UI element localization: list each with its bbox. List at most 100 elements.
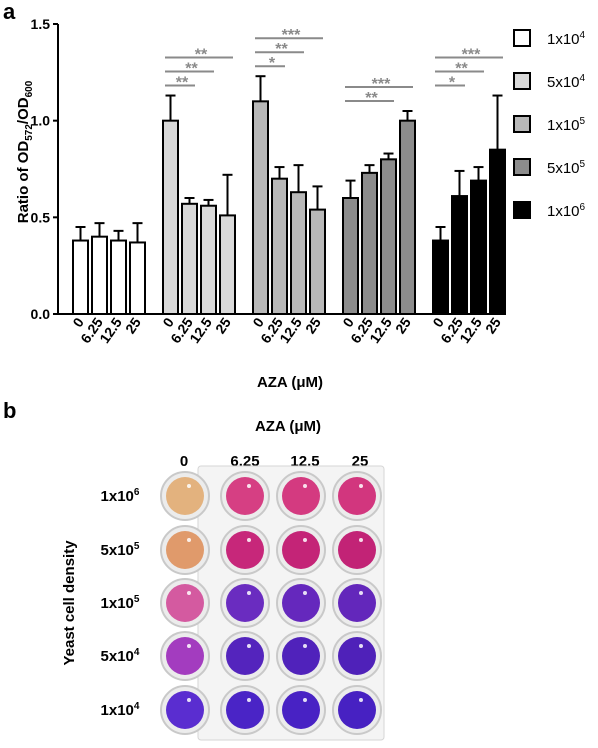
bar — [380, 158, 397, 315]
legend-swatch — [513, 29, 531, 47]
panel-a-label: a — [3, 0, 16, 24]
well-highlight — [359, 644, 363, 648]
legend-swatch — [513, 158, 531, 176]
bar-chart: ***************** ****** 0.00.51.01.5 06.… — [31, 16, 506, 346]
well-liquid — [338, 637, 376, 675]
x-tick-label: 12.5 — [96, 314, 125, 346]
significance-brackets: ***************** ****** — [165, 27, 503, 107]
well-liquid — [226, 637, 264, 675]
plate-row-labels: 1x106 5x105 1x105 5x104 1x104 — [101, 487, 140, 719]
plate-row-axis-title: Yeast cell density — [61, 540, 78, 666]
well-highlight — [247, 698, 251, 702]
plate-row-label: 1x105 — [101, 594, 140, 612]
well-highlight — [187, 484, 191, 488]
well-highlight — [303, 698, 307, 702]
y-tick-label: 0.0 — [31, 306, 51, 322]
well-liquid — [282, 531, 320, 569]
y-axis-title-sub1: 572 — [24, 124, 35, 141]
significance-label: ** — [275, 41, 288, 58]
bar — [290, 191, 307, 315]
legend-swatch — [513, 72, 531, 90]
well-liquid — [282, 637, 320, 675]
y-tick-labels: 0.0 0.5 1.0 1.5 — [31, 16, 51, 322]
well-highlight — [187, 538, 191, 542]
x-tick-label: 25 — [482, 314, 504, 336]
plate-row-label: 1x104 — [101, 701, 140, 719]
well-liquid — [338, 477, 376, 515]
well-highlight — [359, 591, 363, 595]
significance-label: ** — [185, 61, 198, 78]
x-tick-label: 25 — [392, 314, 414, 336]
bar — [361, 171, 378, 315]
x-tick-label: 12.5 — [366, 314, 395, 346]
well-highlight — [247, 538, 251, 542]
significance-label: *** — [282, 27, 301, 44]
well-liquid — [338, 584, 376, 622]
legend-label: 5x105 — [547, 159, 586, 177]
x-axis-title: AZA (μM) — [257, 374, 323, 391]
well-liquid — [166, 691, 204, 729]
bar-series-group — [72, 100, 506, 316]
well-liquid — [226, 691, 264, 729]
legend-swatch — [513, 115, 531, 133]
well-liquid — [226, 531, 264, 569]
bar — [489, 148, 506, 315]
y-tick-label: 1.5 — [31, 16, 51, 32]
legend: 1x104 5x104 1x105 5x105 1x106 — [513, 29, 586, 220]
bar — [181, 202, 198, 315]
well-liquid — [166, 637, 204, 675]
well-liquid — [282, 691, 320, 729]
significance-label: ** — [176, 75, 189, 92]
bar — [451, 195, 468, 315]
well-liquid — [338, 531, 376, 569]
bar — [342, 197, 359, 315]
x-tick-label: 12.5 — [456, 314, 485, 346]
bar — [162, 119, 179, 315]
well-liquid — [282, 584, 320, 622]
significance-label: ** — [365, 90, 378, 107]
panel-b-label: b — [3, 398, 16, 423]
bar — [432, 239, 449, 316]
legend-label: 5x104 — [547, 73, 586, 91]
well-highlight — [303, 484, 307, 488]
chart-axes — [53, 23, 498, 315]
well-liquid — [166, 477, 204, 515]
bar — [271, 177, 288, 315]
bar — [219, 214, 236, 315]
plate-wells — [160, 471, 382, 735]
x-tick-label: 25 — [212, 314, 234, 336]
well-liquid — [226, 584, 264, 622]
bar — [399, 119, 416, 315]
significance-label: ** — [195, 47, 208, 64]
bar — [309, 208, 326, 316]
bar — [110, 239, 127, 316]
x-tick-label: 12.5 — [276, 314, 305, 346]
y-tick-label: 1.0 — [31, 113, 51, 129]
well-highlight — [303, 644, 307, 648]
well-liquid — [226, 477, 264, 515]
significance-label: * — [449, 75, 456, 92]
plate-row-label: 5x104 — [101, 647, 140, 665]
x-tick-label: 12.5 — [186, 314, 215, 346]
y-axis-title-mid: /OD — [15, 97, 32, 124]
well-highlight — [359, 484, 363, 488]
legend-label: 1x106 — [547, 202, 586, 220]
bar — [252, 100, 269, 316]
well-liquid — [166, 584, 204, 622]
bar — [91, 235, 108, 316]
bar — [470, 179, 487, 315]
y-axis-title: Ratio of OD572/OD600 — [15, 80, 35, 223]
significance-label: *** — [372, 76, 391, 93]
legend-label: 1x105 — [547, 116, 586, 134]
well-highlight — [187, 591, 191, 595]
x-tick-label: 25 — [302, 314, 324, 336]
well-highlight — [187, 644, 191, 648]
well-highlight — [359, 538, 363, 542]
significance-label: * — [269, 55, 276, 72]
well-liquid — [166, 531, 204, 569]
well-highlight — [359, 698, 363, 702]
significance-label: *** — [462, 47, 481, 64]
well-highlight — [303, 538, 307, 542]
